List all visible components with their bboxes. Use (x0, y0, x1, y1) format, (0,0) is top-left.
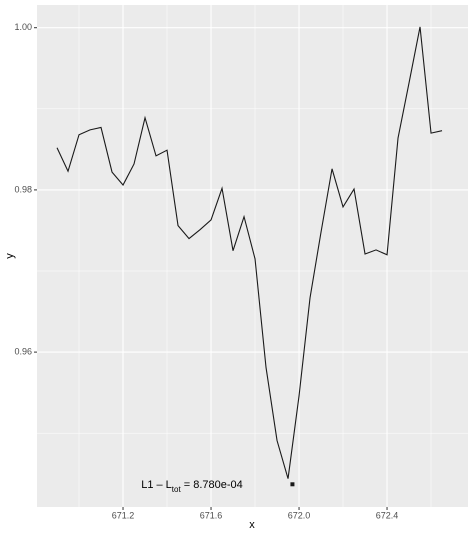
y-axis-label: y (4, 253, 16, 259)
x-tick-label: 671.6 (200, 510, 223, 520)
marker (290, 482, 295, 487)
x-tick-label: 672.0 (288, 510, 311, 520)
annotation-part: tot (172, 485, 182, 494)
line (56, 26, 443, 479)
x-axis-label: x (249, 519, 255, 531)
annotation-part: L1 – L (141, 479, 172, 491)
x-tick-label: 672.4 (376, 510, 399, 520)
y-tick-label: 0.96 (14, 346, 32, 356)
x-tick-label: 671.2 (112, 510, 135, 520)
annotation-part: = 8.780e-04 (181, 479, 243, 491)
y-tick-label: 1.00 (14, 22, 32, 32)
y-tick-label: 0.98 (14, 184, 32, 194)
plot-background (37, 5, 468, 507)
annotation: L1 – Ltot = 8.780e-04 (141, 479, 243, 494)
